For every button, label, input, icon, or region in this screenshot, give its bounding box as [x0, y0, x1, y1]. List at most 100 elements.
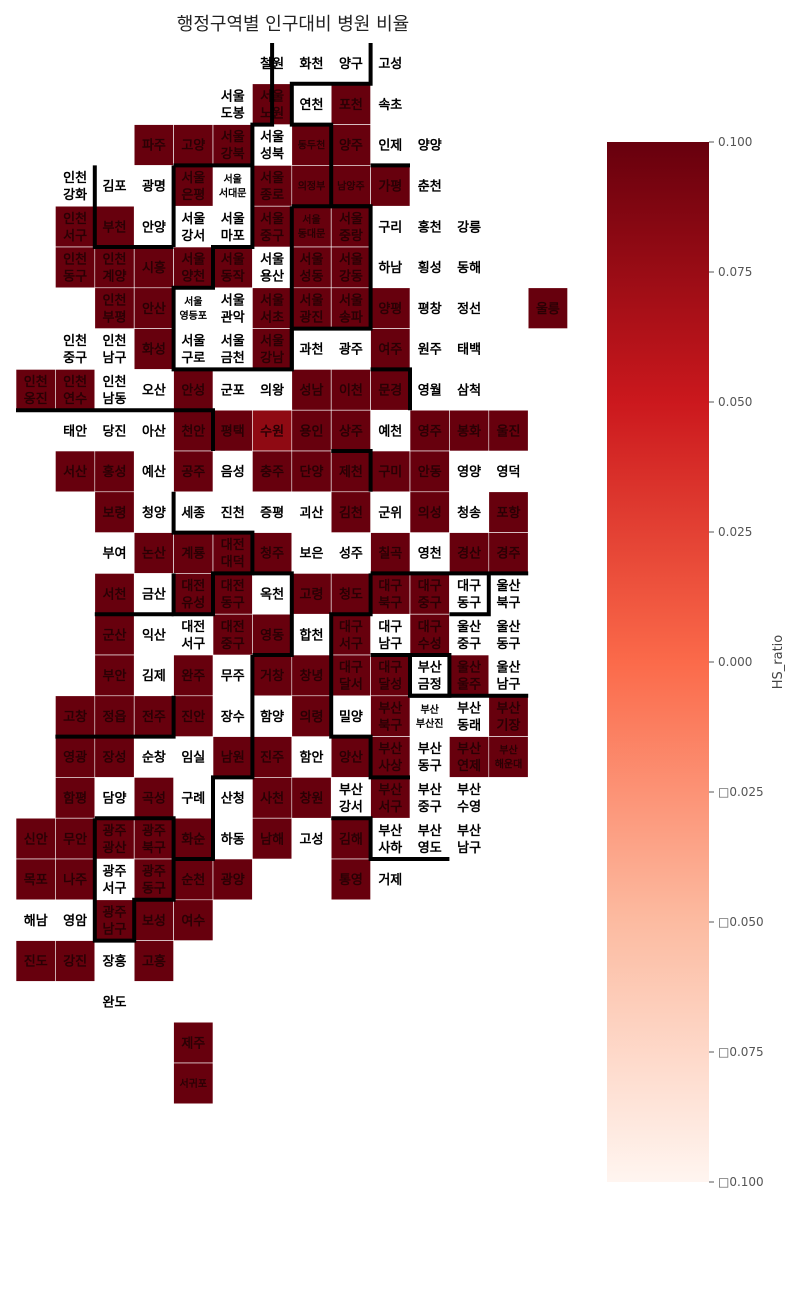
cell-fill [330, 165, 371, 207]
cell-label: 괴산 [300, 505, 324, 521]
cell-fill [94, 613, 135, 656]
cell-label: 서울 강서 [181, 211, 205, 244]
colorbar: 0.100 0.075 0.050 0.025 0.000 □0.025 □0.050 □0.… [607, 135, 786, 1189]
cell-fill [94, 491, 135, 533]
cell-부산-남구: 부산 남구 [457, 823, 481, 856]
cell-fill [330, 613, 371, 656]
cell-강릉: 강릉 [457, 219, 481, 235]
cell-label: 구례 [181, 790, 205, 806]
cell-label: 순천 [181, 873, 205, 888]
cell-label: 광주 북구 [142, 824, 166, 856]
cell-label: 단양 [300, 464, 324, 480]
cell-label: 대구 수성 [418, 620, 442, 652]
cell-label: 속초 [378, 98, 402, 113]
cell-부산-중구: 부산 중구 [418, 782, 442, 815]
cell-label: 영덕 [497, 464, 521, 480]
cell-label: 광주 [339, 343, 363, 358]
cell-label: 대구 중구 [418, 579, 442, 611]
cell-label: 장수 [221, 709, 245, 725]
cell-fill [330, 858, 371, 901]
cell-영주: 영주 [409, 409, 450, 452]
cell-fill [291, 287, 332, 329]
cell-대구-남구: 대구 남구 [378, 620, 402, 652]
cell-군포: 군포 [221, 383, 245, 398]
cell-label: 영동 [260, 628, 284, 643]
cell-인천-남동: 인천 남동 [103, 374, 127, 407]
cell-label: 동해 [457, 260, 481, 276]
cell-label: 금산 [142, 586, 166, 602]
cell-fill [212, 858, 253, 901]
cell-label: 구리 [378, 219, 402, 235]
cell-label: 고성 [378, 57, 402, 72]
cell-label: 부산 금정 [418, 660, 442, 693]
cell-남해: 남해 [252, 817, 293, 860]
cell-fill [133, 695, 174, 737]
cell-label: 군산 [103, 627, 127, 643]
cell-label: 통영 [339, 873, 363, 888]
cell-fill [330, 369, 371, 411]
cell-label: 의성 [418, 505, 442, 521]
cell-수원: 수원 [252, 409, 293, 452]
cell-제천: 제천 [330, 450, 371, 493]
cell-영천: 영천 [418, 547, 442, 562]
cell-고창: 고창 [55, 695, 96, 737]
cell-label: 용인 [300, 423, 324, 439]
cell-fill [252, 409, 293, 452]
cell-label: 창녕 [300, 668, 324, 684]
cell-label: 산청 [221, 790, 245, 806]
colorbar-tick-label: 0.075 [718, 265, 752, 279]
cell-label: 여주 [378, 342, 402, 358]
cell-fill [330, 736, 371, 778]
cell-label: 여수 [181, 913, 205, 929]
cell-label: 경산 [457, 546, 481, 562]
cell-부산-동구: 부산 동구 [418, 741, 442, 774]
cell-fill [212, 409, 253, 452]
cell-label: 서울 성북 [260, 129, 284, 162]
cell-인천-중구: 인천 중구 [63, 333, 87, 366]
region-border-16 [449, 573, 491, 617]
cell-fill [330, 409, 371, 452]
region-border-9 [171, 491, 213, 535]
cell-fill [488, 695, 529, 737]
cell-label: 서울 강동 [339, 252, 363, 285]
cell-fill [252, 654, 293, 697]
cell-나주: 나주 [55, 858, 96, 901]
region-border-22 [331, 816, 450, 861]
cell-label: 완도 [103, 995, 127, 1010]
cell-label: 함평 [63, 790, 87, 806]
cell-fill [330, 573, 371, 615]
cell-fill [212, 532, 253, 574]
cell-label: 부여 [103, 546, 127, 562]
cell-김제: 김제 [142, 669, 166, 684]
cell-label: 춘천 [418, 179, 442, 194]
cell-fill [330, 654, 371, 697]
colorbar-gradient [607, 142, 709, 1182]
cell-담양: 담양 [103, 791, 127, 806]
cell-label: 부산 연제 [457, 741, 481, 774]
cell-label: 의정부 [298, 179, 326, 192]
cell-label: 하동 [221, 831, 245, 847]
cell-fill [291, 654, 332, 697]
cell-label: 대전 유성 [181, 578, 205, 611]
cell-label: 거창 [260, 668, 284, 684]
cell-label: 서울 마포 [221, 211, 245, 244]
chart-title: 행정구역별 인구대비 병원 비율 [177, 14, 409, 35]
cell-label: 울릉 [536, 301, 560, 317]
cell-부안: 부안 [94, 654, 135, 697]
cell-밀양: 밀양 [339, 710, 363, 725]
cell-fill [133, 858, 174, 901]
cell-label: 충주 [260, 464, 284, 480]
cell-label: 대전 서구 [181, 619, 205, 652]
cell-fill [449, 409, 490, 452]
cell-부산-부산진: 부산 부산진 [416, 703, 444, 730]
cell-label: 부산 영도 [418, 823, 442, 856]
cell-label: 서울 강북 [221, 129, 245, 162]
region-border-15 [329, 573, 410, 780]
cell-label: 천안 [181, 423, 205, 439]
cell-대전-서구: 대전 서구 [181, 619, 205, 652]
cell-label: 봉화 [457, 423, 481, 439]
cell-보성: 보성 [133, 899, 174, 941]
cell-문경: 문경 [370, 369, 411, 411]
cell-fill [291, 695, 332, 737]
cell-인천-연수: 인천 연수 [55, 369, 96, 411]
